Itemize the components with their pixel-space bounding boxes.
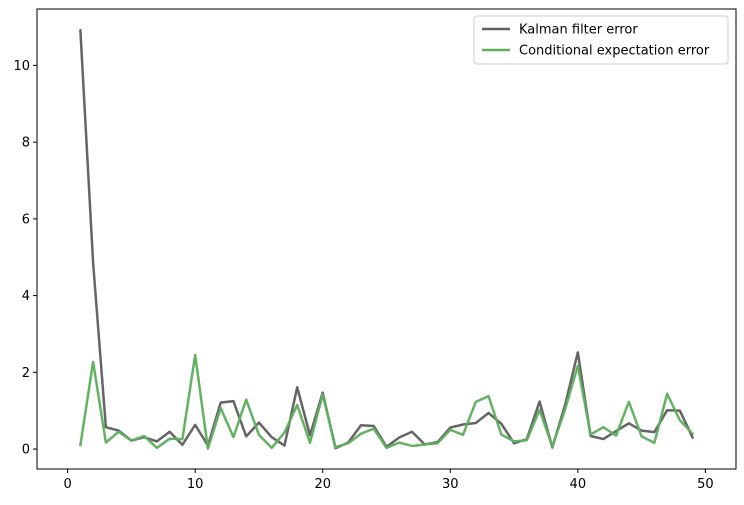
- x-tick-label: 40: [570, 477, 587, 492]
- x-axis: 0 10 20 30 40 50: [63, 469, 714, 492]
- y-tick-label: 2: [22, 366, 30, 381]
- y-tick-label: 10: [13, 59, 30, 74]
- plot-area: [36, 8, 737, 470]
- x-tick-label: 50: [697, 477, 714, 492]
- y-tick-label: 4: [22, 289, 30, 304]
- x-tick-label: 0: [63, 477, 71, 492]
- legend-label: Conditional expectation error: [519, 44, 710, 59]
- x-tick-label: 10: [187, 477, 204, 492]
- series-line-2: [79, 353, 694, 450]
- axes-frame: [36, 8, 737, 470]
- y-tick-label: 0: [22, 443, 30, 458]
- legend-box: [473, 15, 729, 65]
- x-tick-label: 20: [314, 477, 331, 492]
- legend-label: Kalman filter error: [519, 23, 638, 38]
- y-tick-label: 8: [22, 136, 30, 151]
- y-tick-label: 6: [22, 212, 30, 227]
- y-axis: 0 2 4 6 8 10: [13, 59, 37, 458]
- series-layer: [79, 28, 694, 450]
- legend: Kalman filter error Conditional expectati…: [473, 15, 729, 65]
- x-tick-label: 30: [442, 477, 459, 492]
